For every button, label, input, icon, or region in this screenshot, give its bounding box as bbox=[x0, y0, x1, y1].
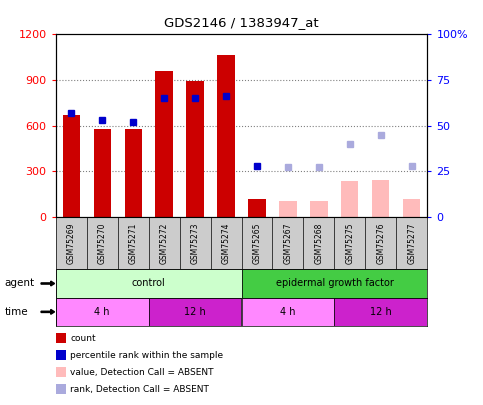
Text: 4 h: 4 h bbox=[280, 307, 296, 317]
Text: rank, Detection Call = ABSENT: rank, Detection Call = ABSENT bbox=[70, 385, 209, 394]
Text: 12 h: 12 h bbox=[370, 307, 392, 317]
Text: GSM75270: GSM75270 bbox=[98, 222, 107, 264]
Text: 4 h: 4 h bbox=[94, 307, 110, 317]
Bar bbox=[311, 201, 327, 217]
Text: GDS2146 / 1383947_at: GDS2146 / 1383947_at bbox=[164, 16, 319, 29]
Bar bbox=[372, 180, 389, 217]
Text: GSM75274: GSM75274 bbox=[222, 222, 230, 264]
Bar bbox=[248, 199, 266, 217]
Bar bbox=[56, 269, 242, 298]
Bar bbox=[94, 129, 111, 217]
Bar bbox=[56, 298, 149, 326]
Bar bbox=[334, 298, 427, 326]
Text: control: control bbox=[132, 279, 165, 288]
Text: time: time bbox=[5, 307, 28, 317]
Text: GSM75277: GSM75277 bbox=[408, 222, 416, 264]
Text: 12 h: 12 h bbox=[184, 307, 206, 317]
Text: GSM75276: GSM75276 bbox=[376, 222, 385, 264]
Bar bbox=[62, 115, 80, 217]
Bar bbox=[242, 269, 427, 298]
Bar bbox=[341, 181, 358, 217]
Text: agent: agent bbox=[5, 279, 35, 288]
Text: GSM75275: GSM75275 bbox=[345, 222, 355, 264]
Text: count: count bbox=[70, 334, 96, 343]
Bar bbox=[156, 71, 172, 217]
Text: GSM75265: GSM75265 bbox=[253, 222, 261, 264]
Text: value, Detection Call = ABSENT: value, Detection Call = ABSENT bbox=[70, 368, 213, 377]
Bar bbox=[186, 81, 203, 217]
Text: GSM75268: GSM75268 bbox=[314, 222, 324, 264]
Text: percentile rank within the sample: percentile rank within the sample bbox=[70, 351, 223, 360]
Text: GSM75273: GSM75273 bbox=[190, 222, 199, 264]
Bar bbox=[217, 55, 235, 217]
Bar bbox=[242, 298, 334, 326]
Text: GSM75271: GSM75271 bbox=[128, 222, 138, 264]
Bar bbox=[125, 129, 142, 217]
Bar bbox=[280, 201, 297, 217]
Text: GSM75267: GSM75267 bbox=[284, 222, 293, 264]
Text: epidermal growth factor: epidermal growth factor bbox=[275, 279, 394, 288]
Bar bbox=[403, 199, 421, 217]
Text: GSM75272: GSM75272 bbox=[159, 222, 169, 264]
Text: GSM75269: GSM75269 bbox=[67, 222, 75, 264]
Bar bbox=[149, 298, 242, 326]
